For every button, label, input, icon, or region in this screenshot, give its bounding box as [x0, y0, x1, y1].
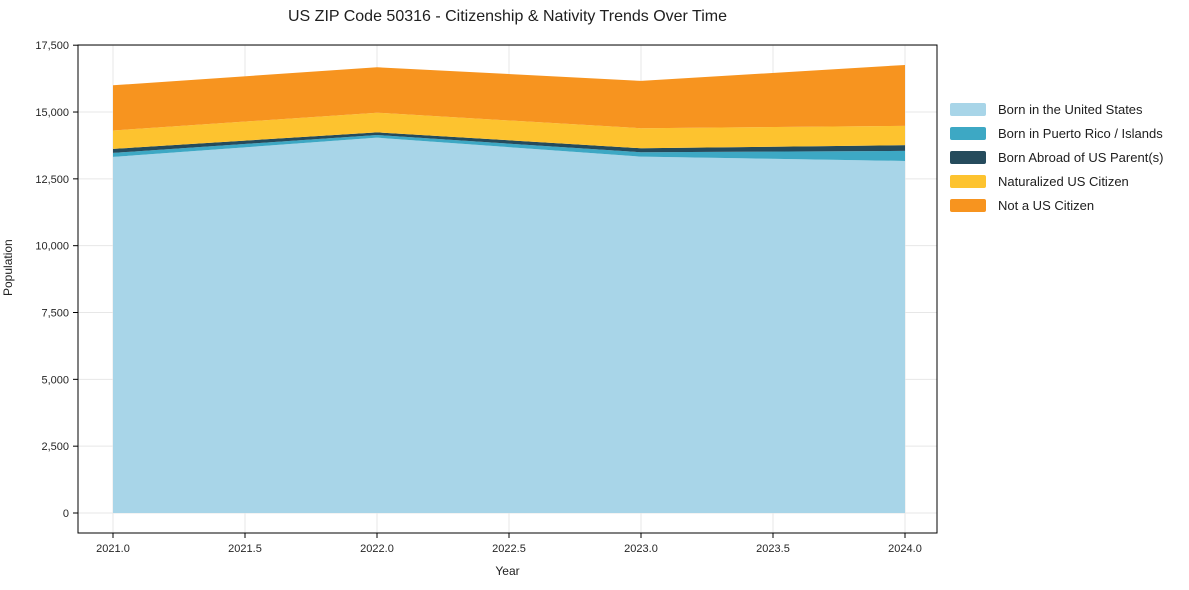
x-tick-label: 2024.0	[888, 543, 922, 555]
x-tick-label: 2022.0	[360, 543, 394, 555]
y-tick-label: 15,000	[35, 107, 69, 119]
legend-label: Born in Puerto Rico / Islands	[998, 125, 1163, 141]
legend-swatch	[950, 198, 986, 212]
legend-swatch	[950, 102, 986, 116]
x-tick-label: 2023.0	[624, 543, 658, 555]
area-series-born-in-puerto-rico-islands	[113, 135, 905, 161]
legend-item: Not a US Citizen	[950, 197, 1163, 213]
legend-label: Born Abroad of US Parent(s)	[998, 149, 1164, 165]
legend: Born in the United States Born in Puerto …	[950, 101, 1164, 213]
y-tick-label: 17,500	[35, 40, 69, 52]
legend-label: Not a US Citizen	[998, 197, 1095, 213]
legend-item: Naturalized US Citizen	[950, 173, 1163, 189]
x-tick-label: 2021.0	[96, 543, 130, 555]
y-tick-label: 0	[63, 508, 69, 520]
legend-item: Born Abroad of US Parent(s)	[950, 149, 1164, 165]
legend-item: Born in Puerto Rico / Islands	[950, 125, 1163, 141]
chart-title: US ZIP Code 50316 - Citizenship & Nativi…	[288, 8, 727, 25]
legend-swatch	[950, 126, 986, 140]
y-tick-label: 2,500	[41, 441, 69, 453]
y-tick-label: 10,000	[35, 241, 69, 253]
legend-label: Naturalized US Citizen	[998, 173, 1129, 189]
area-series-not-a-us-citizen	[113, 64, 905, 131]
y-tick-label: 7,500	[41, 308, 69, 320]
area-series-born-abroad-of-us-parent-s-	[113, 132, 905, 153]
area-series-naturalized-us-citizen	[113, 112, 905, 149]
x-tick-label: 2022.5	[492, 543, 526, 555]
y-tick-label: 5,000	[41, 374, 69, 386]
plot-area-border	[77, 44, 938, 534]
legend-swatch	[950, 150, 986, 164]
legend-item: Born in the United States	[950, 101, 1163, 117]
area-series-born-in-the-united-states	[113, 137, 905, 513]
x-tick-label: 2023.5	[756, 543, 790, 555]
legend-label: Born in the United States	[998, 101, 1143, 117]
legend-swatch	[950, 174, 986, 188]
x-tick-label: 2021.5	[228, 543, 262, 555]
y-tick-label: 12,500	[35, 174, 69, 186]
x-axis-label: Year	[495, 564, 520, 578]
y-axis-label: Population	[1, 239, 15, 296]
